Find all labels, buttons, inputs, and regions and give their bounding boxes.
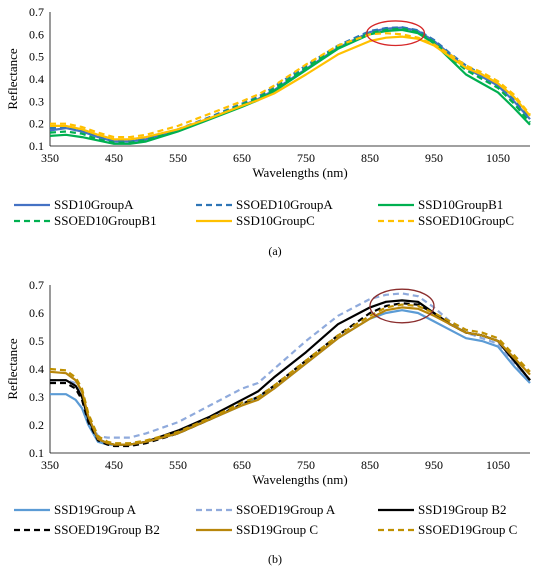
legend-entry: SSD19Group C — [236, 522, 318, 537]
highlight-ellipse — [366, 20, 426, 47]
x-axis-label: Wavelengths (nm) — [252, 472, 347, 487]
x-tick-label: 450 — [105, 458, 123, 472]
series-line-ssd10groupc — [50, 35, 531, 141]
series-line-ssd10groupb1 — [49, 28, 531, 145]
x-tick-label: 650 — [233, 458, 251, 472]
x-tick-label: 550 — [169, 151, 187, 165]
legend-entry: SSOED10GroupC — [418, 213, 514, 228]
y-tick-label: 0.7 — [29, 5, 44, 19]
y-tick-label: 0.3 — [29, 390, 44, 404]
legend-entry: SSD10GroupA — [54, 197, 134, 212]
x-tick-label: 650 — [233, 151, 251, 165]
series-line-ssoed10groupc — [50, 32, 531, 139]
x-axis-label: Wavelengths (nm) — [252, 165, 347, 180]
legend-entry: SSOED10GroupB1 — [54, 213, 157, 228]
series-line-ssoed10groupb1 — [49, 27, 531, 144]
x-tick-label: 1050 — [486, 151, 510, 165]
y-axis-label: Reflectance — [5, 48, 20, 110]
x-tick-label: 850 — [361, 151, 379, 165]
y-tick-label: 0.5 — [29, 334, 44, 348]
x-tick-label: 750 — [297, 151, 315, 165]
highlight-ellipse — [369, 288, 435, 324]
y-tick-label: 0.6 — [29, 27, 44, 41]
y-tick-label: 0.4 — [29, 362, 44, 376]
legend-entry: SSOED10GroupA — [236, 197, 333, 212]
x-tick-label: 950 — [425, 458, 443, 472]
legend-entry: SSD10GroupC — [236, 213, 315, 228]
y-tick-label: 0.1 — [29, 139, 44, 153]
y-tick-label: 0.1 — [29, 446, 44, 460]
x-tick-label: 350 — [41, 458, 59, 472]
x-tick-label: 350 — [41, 151, 59, 165]
x-tick-label: 750 — [297, 458, 315, 472]
series-line-ssd19group-c — [49, 306, 531, 446]
x-tick-label: 450 — [105, 151, 123, 165]
y-tick-label: 0.5 — [29, 50, 44, 64]
chart-panel-a: 0.1 0.2 0.3 0.4 0.5 0.6 0.7 350 450 550 650 750 850 9… — [5, 5, 531, 258]
y-tick-label: 0.7 — [29, 278, 44, 292]
y-tick-label: 0.2 — [29, 418, 44, 432]
legend-entry: SSOED19Group B2 — [54, 522, 160, 537]
legend-entry: SSOED19Group A — [236, 502, 336, 517]
y-tick-label: 0.6 — [29, 306, 44, 320]
x-tick-label: 1050 — [486, 458, 510, 472]
legend-entry: SSD19Group A — [54, 502, 137, 517]
panel-label: (a) — [268, 244, 281, 258]
panel-label: (b) — [268, 552, 282, 566]
y-tick-label: 0.3 — [29, 94, 44, 108]
y-tick-label: 0.2 — [29, 117, 44, 131]
legend-entry: SSD10GroupB1 — [418, 197, 503, 212]
y-tick-label: 0.4 — [29, 72, 44, 86]
series-line-ssoed19group-c — [49, 303, 531, 445]
x-tick-label: 850 — [361, 458, 379, 472]
x-tick-label: 950 — [425, 151, 443, 165]
x-tick-label: 550 — [169, 458, 187, 472]
legend-entry: SSD19Group B2 — [418, 502, 507, 517]
y-axis-label: Reflectance — [5, 338, 20, 400]
chart-panel-b: 0.1 0.2 0.3 0.4 0.5 0.6 0.7 350 450 550 650 750 850 9… — [5, 278, 531, 566]
legend-entry: SSOED19Group C — [418, 522, 517, 537]
